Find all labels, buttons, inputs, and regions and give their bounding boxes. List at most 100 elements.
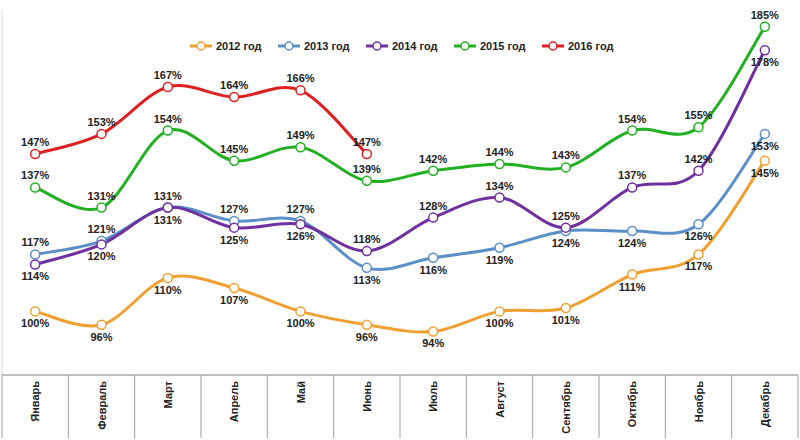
data-label: 100% — [286, 317, 314, 329]
data-point — [362, 320, 371, 329]
data-label: 101% — [552, 314, 580, 326]
data-label: 167% — [154, 69, 182, 81]
series-line — [35, 50, 765, 264]
data-point — [362, 247, 371, 256]
data-point — [31, 307, 40, 316]
data-point — [694, 220, 703, 229]
data-point — [97, 320, 106, 329]
legend-label: 2012 год — [216, 40, 262, 52]
legend-label: 2014 год — [392, 40, 438, 52]
data-point — [495, 193, 504, 202]
data-label: 96% — [90, 331, 112, 343]
x-tick-label: Декабрь — [759, 381, 771, 427]
data-label: 117% — [21, 236, 49, 248]
data-point — [429, 166, 438, 175]
data-label: 127% — [286, 203, 314, 215]
data-label: 124% — [552, 237, 580, 249]
data-label: 96% — [356, 331, 378, 343]
data-label: 166% — [286, 72, 314, 84]
series-line — [35, 86, 367, 154]
data-point — [429, 327, 438, 336]
data-label: 134% — [485, 180, 513, 192]
data-label: 116% — [419, 264, 447, 276]
data-point — [97, 129, 106, 138]
data-label: 131% — [154, 190, 182, 202]
x-tick-label: Октябрь — [626, 381, 638, 427]
data-point — [362, 149, 371, 158]
data-point — [163, 203, 172, 212]
data-label: 107% — [220, 294, 248, 306]
data-label: 178% — [751, 56, 779, 68]
data-label: 131% — [154, 214, 182, 226]
x-tick-label: Август — [494, 380, 506, 417]
data-label: 153% — [87, 116, 115, 128]
y-axis — [2, 10, 3, 375]
x-tick-label: Июнь — [361, 381, 373, 412]
category-separator — [134, 375, 135, 438]
data-point — [495, 243, 504, 252]
data-label: 144% — [485, 146, 513, 158]
category-separator — [400, 375, 401, 438]
data-label: 147% — [353, 136, 381, 148]
data-label: 113% — [353, 274, 381, 286]
legend-marker — [549, 42, 557, 50]
data-label: 124% — [618, 237, 646, 249]
legend-marker — [461, 42, 469, 50]
data-label: 127% — [220, 203, 248, 215]
data-point — [362, 176, 371, 185]
data-point — [694, 166, 703, 175]
data-label: 185% — [751, 9, 779, 21]
data-point — [561, 223, 570, 232]
legend-marker — [373, 42, 381, 50]
data-label: 145% — [751, 167, 779, 179]
data-label: 137% — [21, 169, 49, 181]
chart: ЯнварьФевральМартАпрельМайИюньИюльАвгуст… — [0, 0, 800, 440]
data-point — [296, 143, 305, 152]
series-line — [35, 27, 765, 210]
legend-marker — [197, 42, 205, 50]
category-separator — [532, 375, 533, 438]
x-tick-label: Сентябрь — [560, 381, 572, 434]
data-label: 145% — [220, 143, 248, 155]
x-tick-label: Ноябрь — [693, 381, 705, 422]
data-label: 100% — [21, 317, 49, 329]
data-label: 153% — [751, 140, 779, 152]
data-point — [561, 304, 570, 313]
legend-label: 2015 год — [480, 40, 526, 52]
data-point — [31, 250, 40, 259]
category-separator — [599, 375, 600, 438]
data-label: 118% — [353, 233, 381, 245]
data-point — [163, 126, 172, 135]
data-point — [561, 163, 570, 172]
data-point — [628, 227, 637, 236]
data-point — [760, 22, 769, 31]
data-label: 142% — [684, 153, 712, 165]
data-point — [31, 260, 40, 269]
data-label: 137% — [618, 169, 646, 181]
data-label: 121% — [87, 223, 115, 235]
data-label: 143% — [552, 149, 580, 161]
data-point — [628, 126, 637, 135]
data-label: 126% — [684, 230, 712, 242]
data-label: 142% — [419, 153, 447, 165]
series-line — [35, 161, 765, 332]
data-point — [495, 307, 504, 316]
data-point — [296, 86, 305, 95]
category-separator — [333, 375, 334, 438]
category-separator — [201, 375, 202, 438]
data-label: 147% — [21, 136, 49, 148]
data-label: 154% — [154, 113, 182, 125]
data-point — [760, 129, 769, 138]
data-label: 131% — [87, 190, 115, 202]
data-label: 100% — [485, 317, 513, 329]
data-point — [429, 213, 438, 222]
data-label: 94% — [422, 337, 444, 349]
data-label: 119% — [486, 254, 514, 266]
x-tick-label: Март — [162, 380, 174, 408]
data-point — [296, 220, 305, 229]
legend: 2012 год2013 год2014 год2015 год2016 год — [190, 40, 614, 52]
data-point — [230, 223, 239, 232]
data-point — [760, 46, 769, 55]
x-tick-label: Апрель — [228, 381, 240, 422]
category-separator — [2, 375, 3, 438]
